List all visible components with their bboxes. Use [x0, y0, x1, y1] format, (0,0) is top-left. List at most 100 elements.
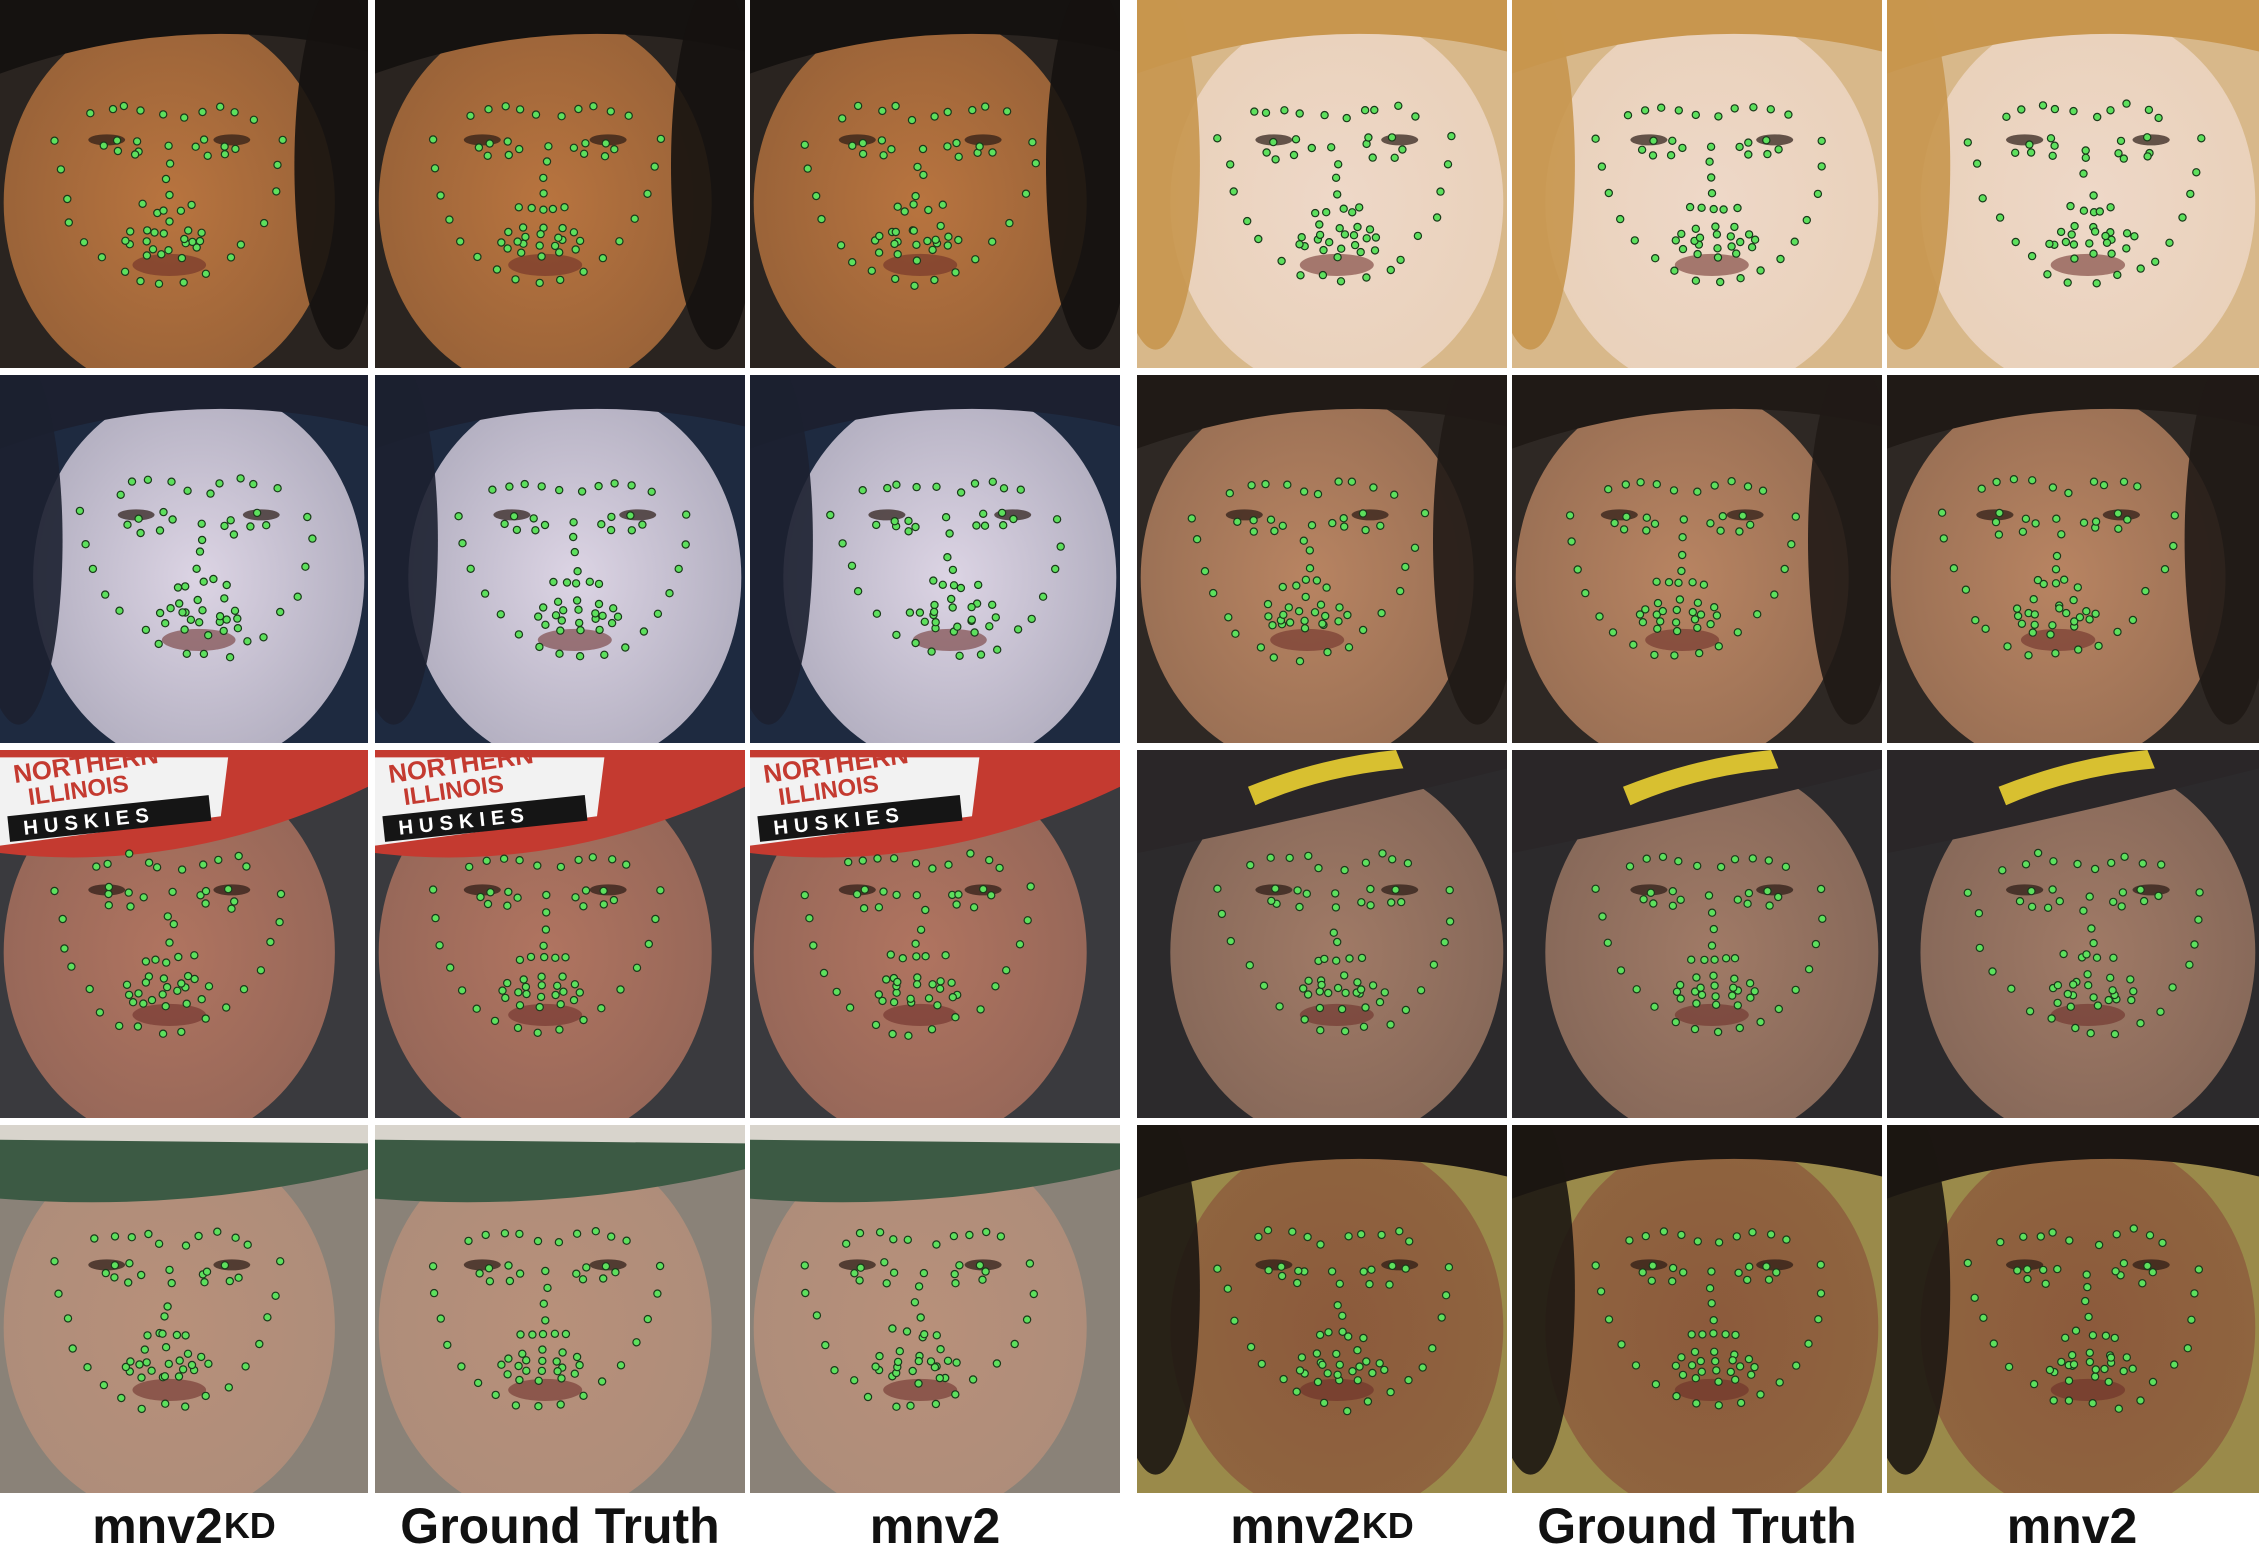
landmark-point — [2073, 583, 2082, 592]
landmark-point — [2083, 980, 2093, 990]
landmark-point — [1312, 576, 1322, 585]
landmark-point — [143, 1331, 152, 1340]
landmark-point — [1022, 1315, 1032, 1324]
landmark-points — [1963, 99, 2206, 288]
landmark-point — [1816, 1289, 1826, 1298]
landmark-point — [139, 999, 148, 1008]
landmark-point — [518, 223, 528, 232]
landmark-point — [1707, 908, 1717, 917]
landmark-point — [1387, 133, 1397, 142]
landmark-point — [1403, 858, 1413, 868]
landmark-point — [1750, 987, 1759, 996]
landmark-point — [1370, 105, 1379, 115]
landmark-point — [1339, 204, 1348, 213]
landmark-point — [183, 1349, 193, 1358]
landmark-point — [165, 938, 174, 947]
landmark-point — [539, 205, 548, 214]
landmark-point — [1444, 1262, 1454, 1272]
landmark-point — [655, 1261, 665, 1271]
landmark-point — [201, 1014, 210, 1023]
landmark-point — [1718, 511, 1727, 521]
landmark-point — [1386, 1020, 1395, 1029]
landmark-point — [1192, 534, 1202, 544]
landmark-point — [1366, 901, 1375, 910]
landmark-point — [975, 1261, 985, 1270]
landmark-point — [2105, 973, 2115, 982]
landmark-point — [2091, 1365, 2100, 1374]
landmark-point — [871, 1020, 881, 1030]
landmark-point — [632, 1338, 641, 1347]
landmark-point — [1340, 1027, 1350, 1036]
landmark-point — [1749, 103, 1758, 112]
landmark-point — [1642, 513, 1651, 522]
landmark-point — [1051, 564, 1060, 574]
landmark-point — [1813, 189, 1823, 199]
landmark-point — [1733, 628, 1742, 637]
landmark-point — [1696, 610, 1706, 619]
landmark-point — [194, 618, 204, 627]
landmark-point — [230, 108, 239, 117]
landmark-point — [140, 1345, 149, 1354]
landmark-point — [924, 994, 934, 1003]
landmark-points — [1591, 852, 1827, 1037]
landmark-point — [113, 146, 123, 156]
landmark-point — [2013, 611, 2023, 621]
landmark-point — [143, 475, 153, 485]
landmark-point — [1733, 895, 1742, 904]
landmark-point — [1231, 629, 1240, 638]
landmark-point — [117, 1393, 126, 1403]
landmark-point — [215, 102, 225, 111]
landmark-point — [2043, 270, 2052, 279]
landmark-point — [201, 886, 211, 896]
landmark-point — [1730, 222, 1739, 232]
landmark-point — [1735, 1362, 1745, 1371]
landmark-point — [81, 539, 90, 549]
landmark-point — [611, 1267, 620, 1277]
landmark-point — [1347, 477, 1357, 486]
landmark-point — [1331, 173, 1341, 182]
landmark-point — [956, 488, 966, 497]
landmark-point — [1437, 1313, 1446, 1322]
landmark-point — [1398, 145, 1407, 154]
landmark-point — [531, 110, 541, 119]
landmark-point — [1705, 1283, 1715, 1293]
landmark-points — [454, 479, 691, 661]
landmark-point — [980, 102, 990, 111]
landmark-point — [191, 142, 200, 151]
landmark-point — [2065, 1236, 2074, 1245]
landmark-point — [2046, 630, 2055, 639]
landmark-point — [119, 101, 129, 111]
landmark-point — [1816, 1260, 1825, 1269]
landmark-point — [116, 490, 125, 500]
landmark-point — [165, 190, 174, 200]
landmark-point — [998, 520, 1008, 530]
face-bearded-cap-dark-mnv2-kd — [1137, 750, 1507, 1118]
landmark-point — [491, 1390, 500, 1400]
landmark-point — [515, 105, 525, 114]
landmark-point — [928, 245, 937, 255]
landmark-point — [682, 510, 691, 519]
landmark-point — [190, 951, 199, 960]
landmark-point — [572, 596, 582, 605]
landmark-point — [568, 532, 578, 542]
landmark-point — [907, 115, 917, 125]
landmark-point — [2038, 101, 2048, 110]
landmark-point — [1445, 917, 1455, 926]
landmark-point — [1774, 892, 1783, 902]
landmark-point — [1344, 643, 1354, 652]
landmark-point — [97, 253, 107, 262]
landmark-point — [1324, 1328, 1333, 1337]
landmark-point — [1029, 1289, 1038, 1299]
landmark-point — [1744, 1262, 1754, 1271]
landmark-point — [2084, 1312, 2093, 1322]
landmark-point — [601, 1262, 611, 1271]
landmark-point — [594, 481, 603, 491]
landmark-point — [134, 514, 143, 523]
landmark-point — [278, 135, 287, 145]
landmark-point — [1629, 640, 1638, 649]
landmark-points — [428, 853, 665, 1037]
landmark-point — [1387, 855, 1397, 864]
landmark-point — [1358, 509, 1368, 518]
landmark-point — [194, 1231, 203, 1241]
landmark-point — [2086, 1029, 2095, 1038]
